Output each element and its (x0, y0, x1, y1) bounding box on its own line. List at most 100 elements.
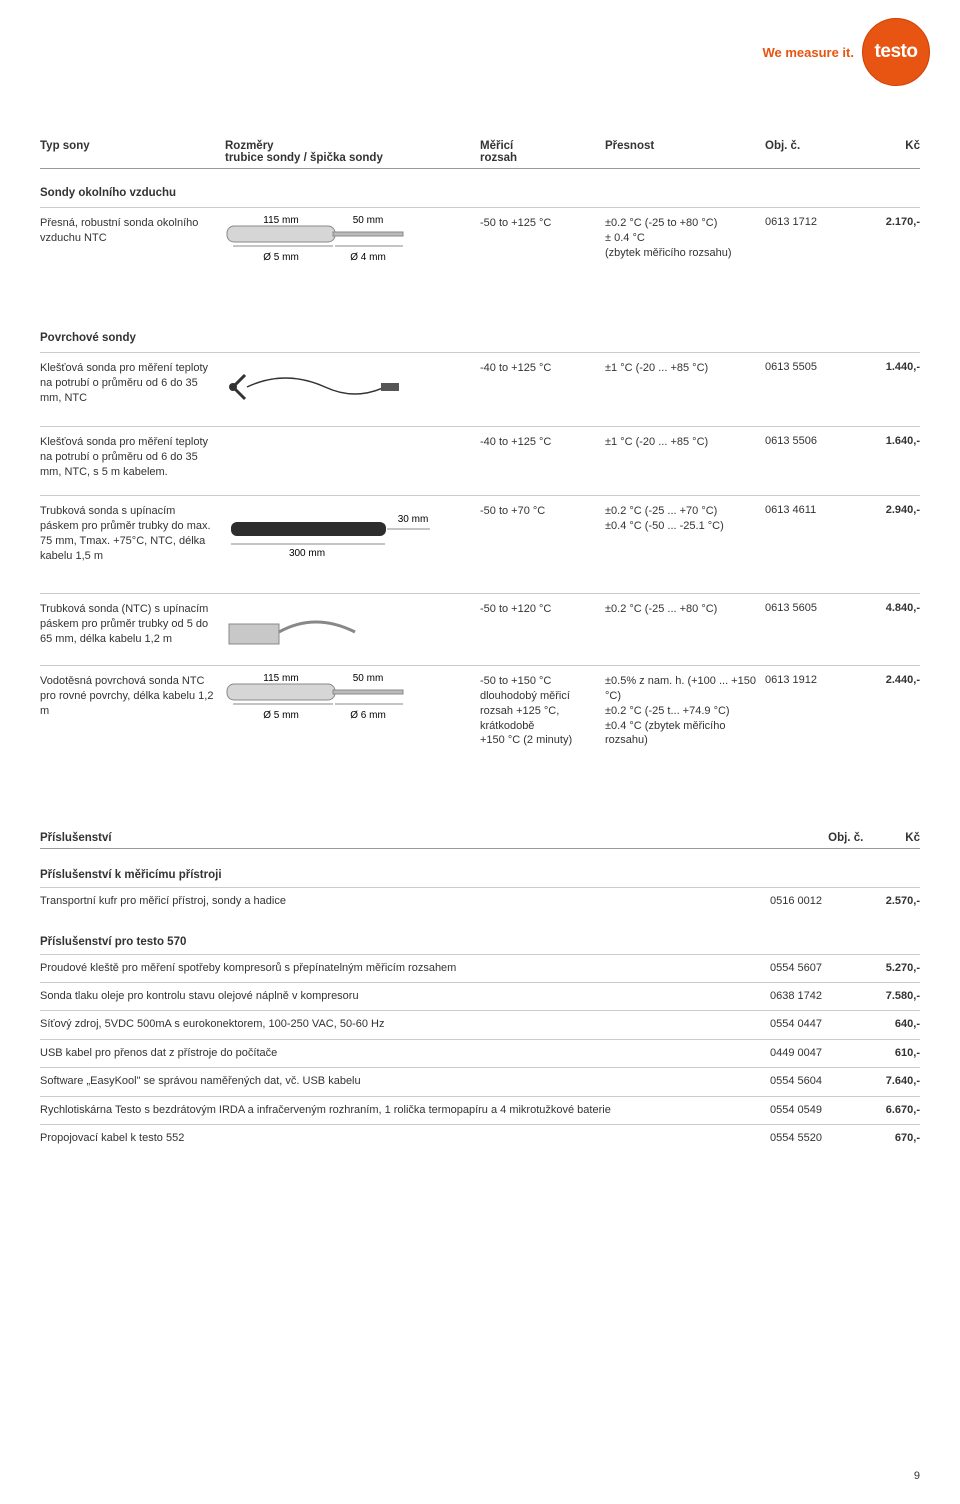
acc-desc: Proudové kleště pro měření spotřeby komp… (40, 961, 770, 976)
col-name: Typ sony (40, 140, 225, 164)
probe-obj: 0613 5505 (765, 361, 845, 373)
svg-text:Ø 6 mm: Ø 6 mm (350, 710, 386, 721)
probe-accuracy: ±1 °C (-20 ... +85 °C) (605, 435, 765, 450)
probe-dimensions: 115 mm 50 mm Ø 5 mm Ø 4 mm (225, 216, 480, 274)
acc-price: 640,- (850, 1017, 920, 1032)
probe-price: 2.170,- (845, 216, 920, 228)
svg-text:115 mm: 115 mm (263, 216, 298, 226)
acc-row: Rychlotiskárna Testo s bezdrátovým IRDA … (40, 1096, 920, 1124)
probe-diagram: 115 mm 50 mm Ø 5 mm Ø 4 mm (225, 216, 455, 271)
probe-range: -50 to +150 °C dlouhodobý měřicí rozsah … (480, 674, 605, 748)
svg-text:50 mm: 50 mm (353, 216, 384, 226)
probe-obj: 0613 4611 (765, 504, 845, 516)
svg-text:Ø 5 mm: Ø 5 mm (263, 710, 299, 721)
probe-accuracy: ±1 °C (-20 ... +85 °C) (605, 361, 765, 376)
svg-text:Ø 4 mm: Ø 4 mm (350, 252, 386, 263)
acc-row: Software „EasyKool" se správou naměřenýc… (40, 1067, 920, 1095)
col-range: Měřicí rozsah (480, 140, 605, 164)
probe-accuracy: ±0.2 °C (-25 to +80 °C) ± 0.4 °C (zbytek… (605, 216, 765, 261)
probe-range: -50 to +125 °C (480, 216, 605, 231)
col-price: Kč (845, 140, 920, 164)
col-obj: Obj. č. (765, 140, 845, 164)
probe-price: 1.440,- (845, 361, 920, 373)
probe-row: Přesná, robustní sonda okolního vzduchu … (40, 208, 920, 284)
acc-obj: 0554 5520 (770, 1131, 850, 1146)
acc-desc: Rychlotiskárna Testo s bezdrátovým IRDA … (40, 1103, 770, 1118)
acc-desc: USB kabel pro přenos dat z přístroje do … (40, 1046, 770, 1061)
page-content: Typ sony Rozměry trubice sondy / špička … (40, 20, 920, 1152)
col-dimensions: Rozměry trubice sondy / špička sondy (225, 140, 480, 164)
acc-section-570: Příslušenství pro testo 570 (40, 936, 920, 948)
probe-range: -40 to +125 °C (480, 435, 605, 450)
probe-name: Klešťová sonda pro měření teploty na pot… (40, 361, 225, 406)
acc-row: USB kabel pro přenos dat z přístroje do … (40, 1039, 920, 1067)
svg-text:30 mm: 30 mm (398, 514, 429, 525)
probe-name: Přesná, robustní sonda okolního vzduchu … (40, 216, 225, 246)
acc-col-obj: Obj. č. (828, 832, 863, 844)
acc-price: 2.570,- (850, 894, 920, 909)
probe-obj: 0613 1712 (765, 216, 845, 228)
probe-diagram (225, 361, 480, 416)
acc-col-price: Kč (905, 832, 920, 844)
probe-name: Trubková sonda (NTC) s upínacím páskem p… (40, 602, 225, 647)
probe-name: Klešťová sonda pro měření teploty na pot… (40, 435, 225, 480)
acc-desc: Transportní kufr pro měřicí přístroj, so… (40, 894, 770, 909)
probe-price: 1.640,- (845, 435, 920, 447)
acc-price: 7.640,- (850, 1074, 920, 1089)
probe-name: Trubková sonda s upínacím páskem pro prů… (40, 504, 225, 563)
acc-price: 670,- (850, 1131, 920, 1146)
acc-obj: 0554 0447 (770, 1017, 850, 1032)
svg-text:300 mm: 300 mm (289, 548, 325, 559)
probe-accuracy: ±0.2 °C (-25 ... +70 °C) ±0.4 °C (-50 ..… (605, 504, 765, 534)
acc-section-instrument: Příslušenství k měřicímu přístroji (40, 869, 920, 881)
probe-obj: 0613 5506 (765, 435, 845, 447)
probe-diagram (225, 602, 480, 655)
probe-price: 2.440,- (845, 674, 920, 686)
acc-row: Síťový zdroj, 5VDC 500mA s eurokonektore… (40, 1010, 920, 1038)
column-headers: Typ sony Rozměry trubice sondy / špička … (40, 140, 920, 169)
acc-row: Transportní kufr pro měřicí přístroj, so… (40, 887, 920, 915)
logo-text: testo (875, 41, 918, 63)
acc-desc: Propojovací kabel k testo 552 (40, 1131, 770, 1146)
acc-row: Sonda tlaku oleje pro kontrolu stavu ole… (40, 982, 920, 1010)
probe-diagram: 300 mm 30 mm (225, 504, 480, 565)
probe-price: 4.840,- (845, 602, 920, 614)
acc-row: Proudové kleště pro měření spotřeby komp… (40, 954, 920, 982)
svg-text:115 mm: 115 mm (263, 674, 298, 684)
probe-obj: 0613 1912 (765, 674, 845, 686)
probe-obj: 0613 5605 (765, 602, 845, 614)
acc-desc: Software „EasyKool" se správou naměřenýc… (40, 1074, 770, 1089)
svg-text:50 mm: 50 mm (353, 674, 384, 684)
acc-obj: 0516 0012 (770, 894, 850, 909)
page-number: 9 (914, 1470, 920, 1482)
acc-obj: 0554 5604 (770, 1074, 850, 1089)
probe-range: -50 to +70 °C (480, 504, 605, 519)
svg-text:Ø 5 mm: Ø 5 mm (263, 252, 299, 263)
probe-range: -50 to +120 °C (480, 602, 605, 617)
acc-title: Příslušenství (40, 832, 112, 844)
section-ambient-probes: Sondy okolního vzduchu (40, 187, 920, 199)
acc-price: 7.580,- (850, 989, 920, 1004)
acc-obj: 0449 0047 (770, 1046, 850, 1061)
col-accuracy: Přesnost (605, 140, 765, 164)
acc-price: 5.270,- (850, 961, 920, 976)
probe-accuracy: ±0.5% z nam. h. (+100 ... +150 °C) ±0.2 … (605, 674, 765, 748)
logo-badge: testo (862, 18, 930, 86)
probe-row: Klešťová sonda pro měření teploty na pot… (40, 353, 920, 426)
probe-row: Trubková sonda (NTC) s upínacím páskem p… (40, 594, 920, 665)
probe-name: Vodotěsná povrchová sonda NTC pro rovné … (40, 674, 225, 719)
probe-price: 2.940,- (845, 504, 920, 516)
acc-obj: 0554 0549 (770, 1103, 850, 1118)
brand-header: We measure it. testo (762, 18, 930, 86)
tagline: We measure it. (762, 45, 854, 60)
acc-obj: 0638 1742 (770, 989, 850, 1004)
acc-price: 610,- (850, 1046, 920, 1061)
acc-desc: Síťový zdroj, 5VDC 500mA s eurokonektore… (40, 1017, 770, 1032)
probe-row: Trubková sonda s upínacím páskem pro prů… (40, 496, 920, 575)
probe-diagram: 115 mm 50 mm Ø 5 mm Ø 6 mm (225, 674, 480, 732)
accessories-header: Příslušenství Obj. č. Kč (40, 832, 920, 849)
acc-row: Propojovací kabel k testo 552 0554 5520 … (40, 1124, 920, 1152)
acc-desc: Sonda tlaku oleje pro kontrolu stavu ole… (40, 989, 770, 1004)
probe-row: Klešťová sonda pro měření teploty na pot… (40, 427, 920, 495)
probe-accuracy: ±0.2 °C (-25 ... +80 °C) (605, 602, 765, 617)
